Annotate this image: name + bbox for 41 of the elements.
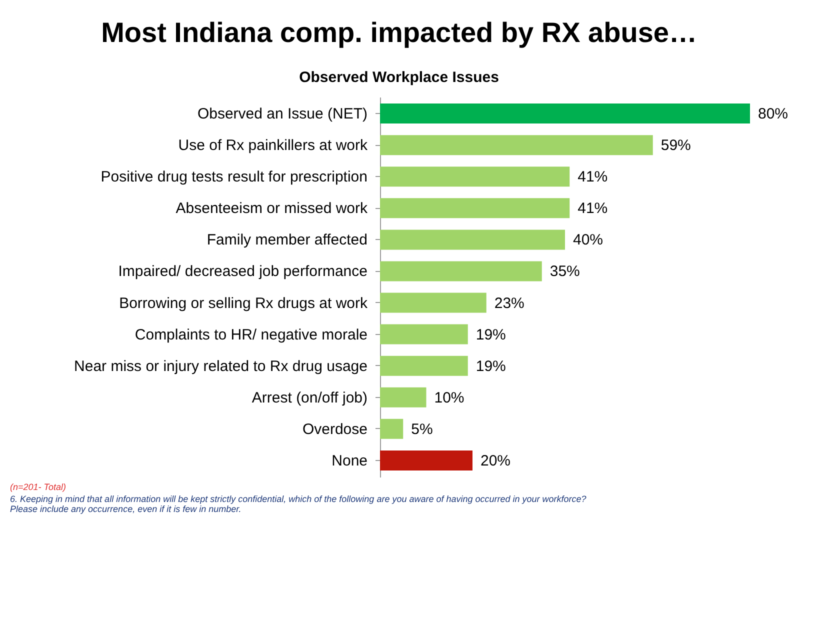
bar [380,166,570,187]
data-label: 59% [660,137,691,154]
y-tick-label: Borrowing or selling Rx drugs at work [119,294,368,312]
y-tick-label: None [332,452,368,470]
y-tick-label: Impaired/ decreased job performance [118,263,368,280]
text: (n=201- Total) [10,482,66,492]
data-label: 41% [578,168,608,186]
data-label: 20% [480,452,511,470]
y-tick-label: Complaints to HR/ negative morale [134,326,368,344]
text: 6. Keeping in mind that all information will be kept strictly confidential, which of the following are you aware of having occurred in your workforce? [10,494,586,504]
bar [380,198,570,218]
text: Please include any occurrence, even if it is few in number. [10,504,242,514]
data-label: 35% [550,263,580,280]
bar [380,450,472,470]
y-tick-label: Positive drug tests result for prescription [100,168,368,186]
y-tick-label: Use of Rx painkillers at work [178,137,368,154]
y-tick-label: Family member affected [206,232,368,249]
bar [380,292,486,313]
bar [380,230,565,250]
data-label: 23% [494,294,524,312]
data-label: 41% [578,200,608,218]
chart-subtitle: Observed Workplace Issues [299,69,499,86]
bar [380,387,426,408]
bar [380,324,468,344]
y-tick-label: Observed an Issue (NET) [197,106,368,123]
bar [380,261,542,282]
data-label: 19% [476,326,506,344]
bar [380,356,468,376]
bar [380,418,404,439]
data-label: 10% [434,389,464,406]
data-label: 19% [476,358,506,375]
data-label: 5% [411,420,433,438]
y-tick-label: Overdose [302,420,368,438]
bar [380,135,653,156]
y-tick-label: Arrest (on/off job) [252,389,368,406]
bar [380,104,750,124]
y-tick-label: Absenteeism or missed work [176,200,368,218]
chart-title: Most Indiana comp. impacted by RX abuse… [101,17,697,48]
y-tick-label: Near miss or injury related to Rx drug usage [74,358,368,375]
data-label: 40% [573,232,604,249]
data-label: 80% [758,106,788,123]
